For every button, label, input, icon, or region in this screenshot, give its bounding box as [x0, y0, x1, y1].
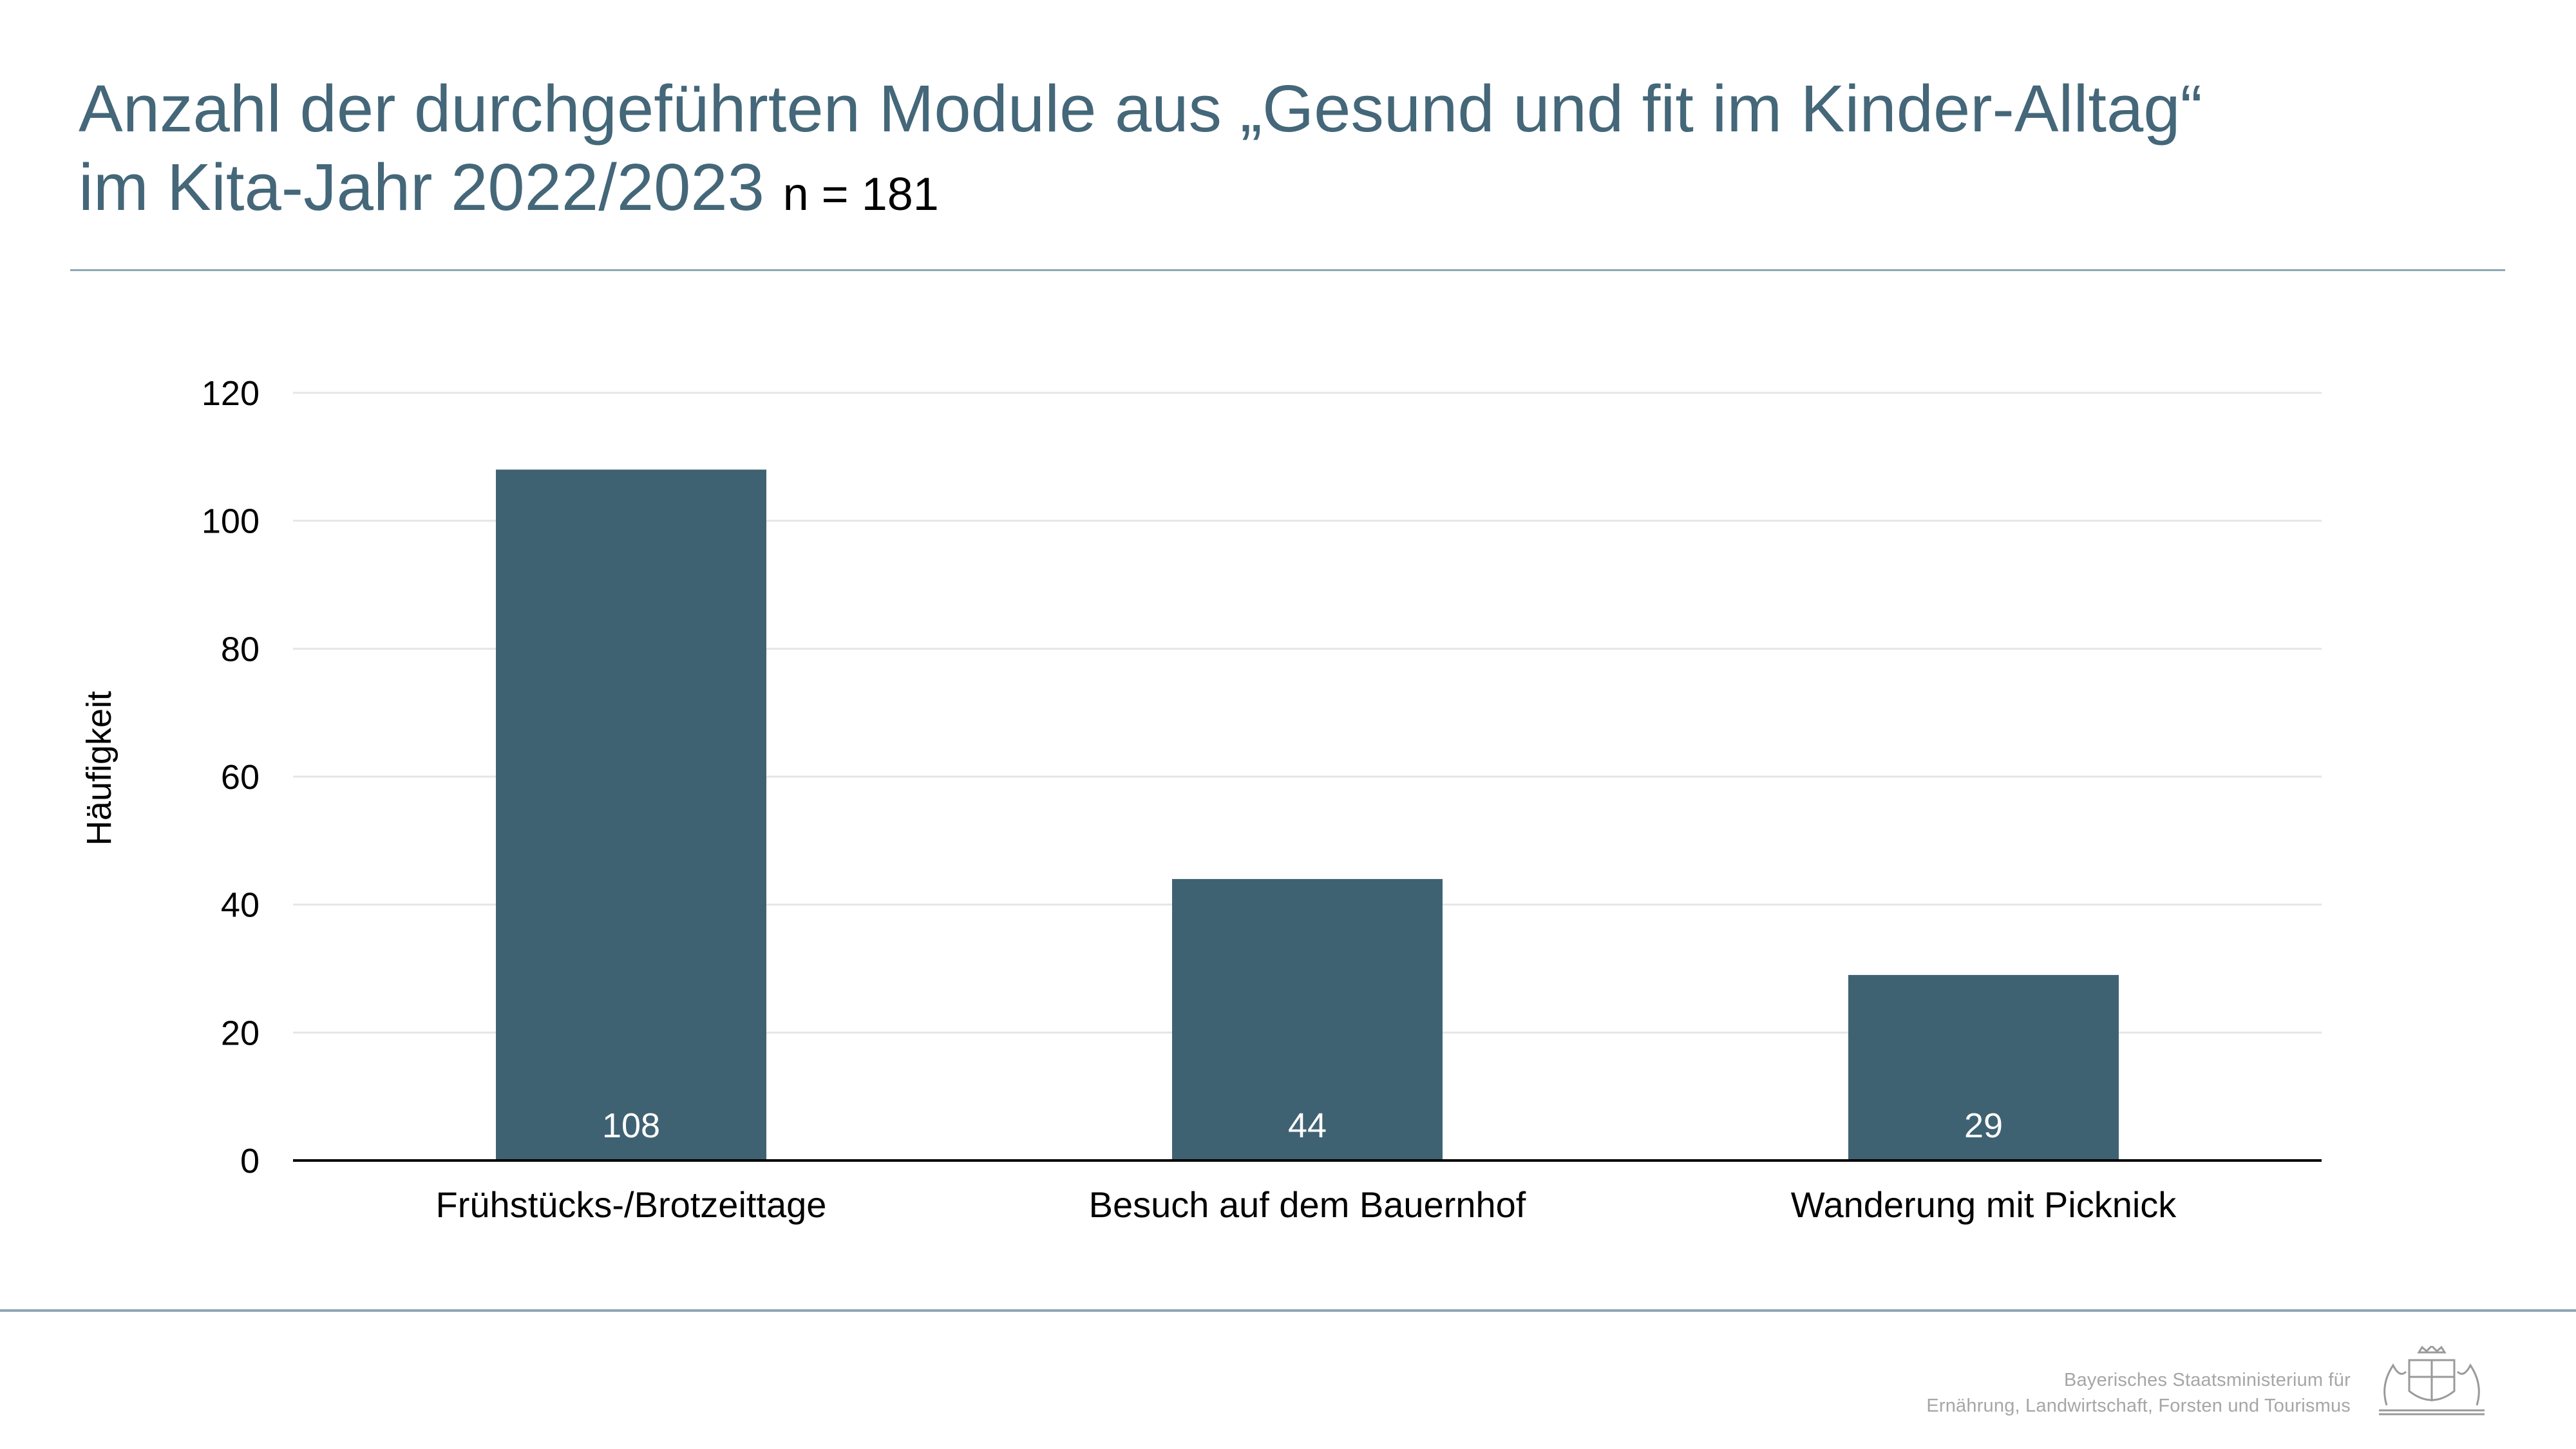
bavarian-coat-of-arms-icon [2379, 1346, 2485, 1416]
chart-subtitle: im Kita-Jahr 2022/2023 [79, 150, 764, 224]
y-axis-label: Häufigkeit [80, 691, 118, 846]
x-axis-categories: Frühstücks-/Brotzeittage Besuch auf dem B… [436, 1184, 2177, 1225]
x-category-label: Wanderung mit Picknick [1791, 1184, 2177, 1225]
bars: 108 44 29 [496, 469, 2119, 1161]
y-tick-label: 60 [221, 758, 260, 797]
bar [1848, 974, 2119, 1160]
ministry-name: Bayerisches Staatsministerium für Ernähr… [1926, 1367, 2351, 1419]
x-category-label: Frühstücks-/Brotzeittage [436, 1184, 827, 1225]
x-category-label: Besuch auf dem Bauernhof [1089, 1184, 1526, 1225]
bar [1172, 878, 1443, 1160]
chart-title: Anzahl der durchgeführten Module aus „Ge… [79, 70, 2461, 234]
footer-divider [0, 1309, 2576, 1312]
bar-value-label: 108 [602, 1106, 660, 1145]
y-tick-label: 80 [221, 630, 260, 668]
y-tick-label: 20 [221, 1014, 260, 1052]
y-tick-label: 0 [240, 1142, 260, 1180]
title-divider [70, 269, 2505, 271]
y-tick-label: 40 [221, 886, 260, 925]
ministry-name-line-2: Ernährung, Landwirtschaft, Forsten und T… [1926, 1396, 2351, 1416]
ministry-name-line-1: Bayerisches Staatsministerium für [2064, 1370, 2351, 1390]
chart-title-line-1: Anzahl der durchgeführten Module aus „Ge… [79, 71, 2202, 146]
sample-size-label: n = 181 [782, 169, 939, 220]
chart-title-line-2: im Kita-Jahr 2022/2023 n = 181 [79, 148, 2461, 234]
bar-chart: 108 44 29 0 20 40 60 80 100 120 Frühstücks-/Brot… [80, 374, 2322, 1225]
bar-value-label: 29 [1964, 1106, 2003, 1145]
y-tick-label: 120 [202, 374, 260, 413]
y-tick-label: 100 [202, 502, 260, 541]
bar [496, 469, 766, 1161]
y-axis-ticks: 0 20 40 60 80 100 120 [202, 374, 260, 1180]
bar-value-label: 44 [1288, 1106, 1327, 1145]
